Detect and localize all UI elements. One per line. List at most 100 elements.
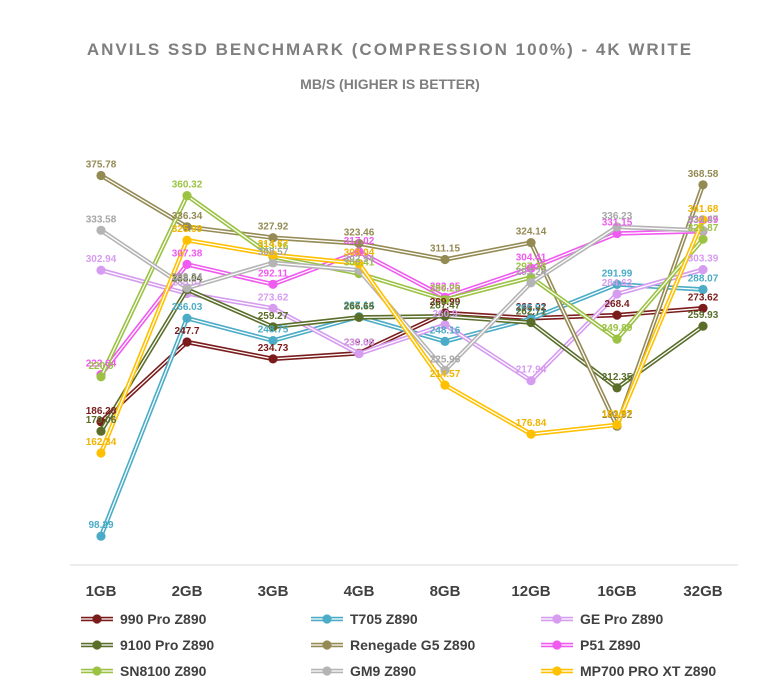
- data-point: [268, 258, 278, 268]
- legend-swatch: [311, 666, 343, 676]
- data-label: 292.11: [258, 268, 288, 279]
- data-label: 183.97: [602, 409, 633, 420]
- series-line-inner: [100, 219, 704, 454]
- legend-label: GE Pro Z890: [580, 611, 664, 627]
- data-label: 248.16: [430, 325, 461, 336]
- data-label: 267.14: [344, 301, 375, 312]
- data-label: 297.38: [516, 261, 547, 272]
- data-label: 308.04: [344, 248, 375, 259]
- data-point: [440, 320, 450, 330]
- data-label: 222.64: [86, 359, 117, 370]
- series-line-inner: [100, 283, 704, 537]
- data-label: 182.92: [602, 410, 633, 421]
- data-point: [526, 317, 536, 328]
- data-label: 217.94: [516, 365, 547, 376]
- legend-label: P51 Z890: [580, 637, 641, 653]
- data-point: [354, 312, 364, 322]
- data-label: 360.32: [172, 180, 203, 191]
- data-label: 375.78: [86, 160, 117, 171]
- data-label: 308.57: [258, 247, 289, 258]
- data-label: 331.15: [602, 218, 633, 229]
- data-label: 293.24: [516, 267, 547, 278]
- data-label-layer: 186.28 247.7 234.73 239.02 269.99 266.02 268.4…: [86, 160, 719, 532]
- data-label: 234.73: [258, 343, 289, 354]
- data-point: [96, 265, 106, 275]
- data-label: 288.04: [172, 274, 203, 285]
- data-point: [440, 380, 450, 390]
- legend-swatch: [81, 640, 113, 650]
- series-line-inner: [100, 226, 704, 371]
- data-label: 249.89: [602, 323, 633, 334]
- data-label: 302.94: [344, 254, 375, 265]
- x-tick-label-4gb: 4GB: [344, 583, 375, 600]
- data-label: 259.93: [688, 310, 719, 321]
- data-label: 336.34: [172, 211, 203, 222]
- data-point: [268, 303, 278, 313]
- data-label: 248.75: [258, 325, 289, 336]
- data-label: 323.46: [344, 228, 375, 239]
- series-line-inner: [100, 230, 704, 375]
- data-point: [182, 337, 192, 347]
- data-point: [612, 289, 622, 299]
- data-point: [268, 233, 278, 243]
- data-point: [96, 531, 106, 541]
- legend-swatch: [81, 666, 113, 676]
- data-label: 302.94: [86, 254, 117, 265]
- data-label: 368.58: [688, 169, 719, 180]
- data-point: [440, 365, 450, 375]
- data-label: 327.92: [258, 222, 289, 233]
- data-point: [182, 283, 192, 293]
- data-label: 247.7: [174, 326, 199, 337]
- data-label: 98.29: [88, 520, 113, 531]
- series-mp700-pro-xt-z890: [96, 215, 708, 458]
- data-point: [698, 321, 708, 331]
- legend-swatch: [311, 614, 343, 624]
- data-point: [698, 284, 708, 295]
- data-label: 214.57: [430, 369, 461, 380]
- data-label: 313.16: [258, 241, 289, 252]
- data-point: [354, 258, 364, 269]
- data-point: [612, 228, 622, 239]
- data-label: 289.24: [172, 272, 203, 283]
- legend-item-t705-z890: T705 Z890: [310, 608, 418, 630]
- data-label: 267.47: [430, 300, 461, 311]
- legend-item-renegade-g5-z890: Renegade G5 Z890: [310, 634, 475, 656]
- legend-item-sn8100-z890: SN8100 Z890: [80, 660, 206, 682]
- data-point: [354, 238, 364, 249]
- legend-label: Renegade G5 Z890: [350, 637, 476, 653]
- data-label: 262.71: [516, 307, 547, 318]
- data-label: 269.99: [430, 297, 461, 308]
- x-tick-label-2gb: 2GB: [172, 583, 203, 600]
- x-tick-label-12gb: 12GB: [511, 583, 550, 600]
- data-point: [526, 376, 536, 386]
- data-point: [440, 295, 450, 305]
- data-label: 280.26: [430, 284, 461, 295]
- data-label: 284.63: [602, 278, 633, 289]
- chart-title: ANVILS SSD BENCHMARK (COMPRESSION 100%) …: [86, 40, 694, 59]
- data-label: 314.67: [258, 239, 289, 250]
- data-label: 307.38: [172, 248, 203, 259]
- data-label: 317.02: [344, 236, 375, 247]
- data-point: [182, 235, 192, 245]
- data-label: 179.06: [86, 415, 117, 426]
- line-chart: 186.28 247.7 234.73 239.02 269.99 266.02 268.4…: [70, 160, 738, 600]
- legend-item-p51-z890: P51 Z890: [540, 634, 641, 656]
- data-point: [612, 310, 622, 320]
- legend-label: SN8100 Z890: [120, 663, 207, 679]
- data-label: 268.4: [604, 299, 629, 310]
- data-point: [612, 279, 622, 289]
- data-point: [182, 222, 192, 232]
- data-label: 266.65: [344, 301, 375, 312]
- data-label: 162.34: [86, 437, 117, 448]
- x-tick-label-32gb: 32GB: [683, 583, 722, 600]
- data-label: 300.41: [344, 258, 375, 269]
- legend-item-gm9-z890: GM9 Z890: [310, 660, 416, 682]
- legend-label: GM9 Z890: [350, 663, 417, 679]
- data-point: [268, 354, 278, 364]
- data-label: 304.41: [516, 252, 547, 263]
- data-label: 266.02: [516, 302, 547, 313]
- legend-swatch: [541, 614, 573, 624]
- legend-item-990-pro-z890: 990 Pro Z890: [80, 608, 206, 630]
- chart-subtitle: MB/S (HIGHER IS BETTER): [300, 76, 480, 92]
- data-label: 326.87: [688, 223, 719, 234]
